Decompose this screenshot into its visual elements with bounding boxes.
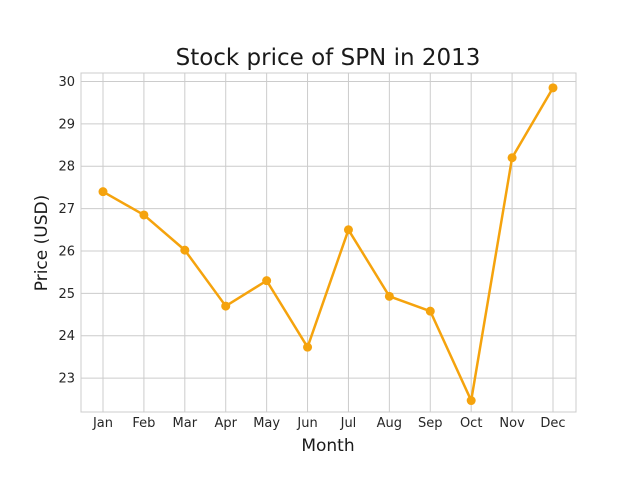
data-point-jan: [98, 187, 108, 197]
x-tick-label: Nov: [499, 416, 525, 431]
data-point-oct: [466, 396, 476, 406]
y-tick-label: 30: [58, 75, 75, 90]
y-tick-labels: 23 24 25 26 27 28 29 30: [58, 75, 75, 387]
data-point-nov: [507, 153, 517, 163]
y-gridlines: [81, 80, 576, 379]
data-point-mar: [180, 245, 190, 255]
y-tick-label: 27: [58, 202, 75, 217]
plot-frame: [80, 72, 577, 413]
x-tick-label: Dec: [540, 416, 565, 431]
data-point-dec: [548, 83, 558, 93]
y-tick-label: 23: [58, 372, 75, 387]
x-tick-label: May: [253, 416, 280, 431]
x-tick-label: Jan: [92, 416, 113, 431]
series-markers: [98, 83, 558, 406]
x-tick-label: Feb: [132, 416, 155, 431]
y-axis-label: Price (USD): [32, 195, 52, 291]
y-tick-label: 24: [58, 329, 75, 344]
y-tick-label: 28: [58, 160, 75, 175]
x-gridlines: [102, 73, 554, 412]
y-tick-label: 29: [58, 117, 75, 132]
y-tick-label: 25: [58, 287, 75, 302]
data-point-may: [262, 276, 272, 286]
x-tick-label: Mar: [173, 416, 198, 431]
data-point-apr: [221, 301, 231, 311]
x-tick-label: Sep: [418, 416, 443, 431]
x-tick-label: Jun: [296, 416, 317, 431]
series-line: [102, 87, 555, 402]
y-tick-label: 26: [58, 244, 75, 259]
x-axis-label: Month: [301, 436, 354, 456]
data-point-aug: [384, 291, 394, 301]
data-point-jul: [343, 225, 353, 235]
data-point-jun: [303, 342, 313, 352]
data-point-sep: [425, 306, 435, 316]
x-tick-label: Oct: [460, 416, 482, 431]
x-tick-label: Jul: [340, 416, 357, 431]
x-tick-label: Aug: [377, 416, 402, 431]
data-point-feb: [139, 210, 149, 220]
x-tick-label: Apr: [214, 416, 237, 431]
chart-title: Stock price of SPN in 2013: [176, 45, 481, 71]
x-tick-labels: Jan Feb Mar Apr May Jun Jul Aug Sep Oct Nov Dec: [92, 416, 566, 431]
